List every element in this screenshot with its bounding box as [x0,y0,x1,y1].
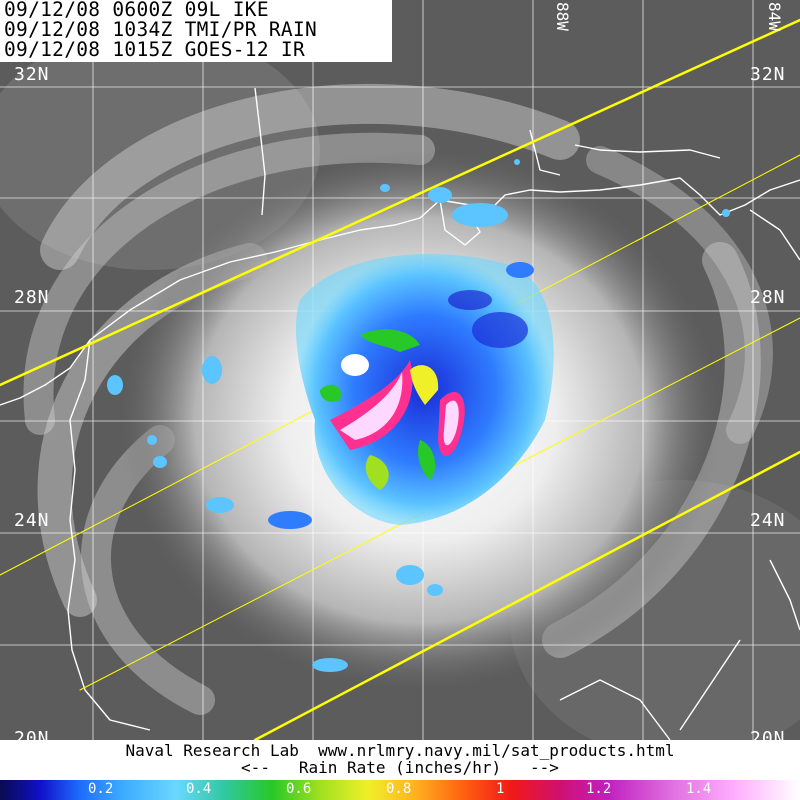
lat-label-24n-right: 24N [750,510,786,531]
rain-rate-field [107,159,730,672]
header-panel: 09/12/08 0600Z 09L IKE 09/12/08 1034Z TM… [0,0,392,62]
colorbar-tick-1-2: 1.2 [586,781,612,797]
header-ir-line: 09/12/08 1015Z GOES-12 IR [4,38,305,61]
lat-label-28n-left: 28N [14,287,50,308]
lat-label-28n-right: 28N [750,287,786,308]
header-storm-line: 09/12/08 0600Z 09L IKE [4,0,269,21]
rain-rate-colorbar [0,780,800,800]
lat-label-32n-right: 32N [750,64,786,85]
colorbar-tick-0-8: 0.8 [386,781,412,797]
colorbar-tick-0-4: 0.4 [186,781,212,797]
lon-label-88w: 88W [553,2,572,31]
footer-panel: Naval Research Lab www.nrlmry.navy.mil/s… [0,740,800,780]
colorbar-tick-0-6: 0.6 [286,781,312,797]
colorbar-tick-1: 1 [496,781,505,797]
lat-label-24n-left: 24N [14,510,50,531]
lon-label-84w: 84W [765,2,784,31]
colorbar-tick-0-2: 0.2 [88,781,114,797]
footer-credit: Naval Research Lab www.nrlmry.navy.mil/s… [125,741,675,760]
lat-label-32n-left: 32N [14,64,50,85]
colorbar-tick-1-4: 1.4 [686,781,712,797]
header-rain-line: 09/12/08 1034Z TMI/PR RAIN [4,18,318,41]
footer-scale-title: <-- Rain Rate (inches/hr) --> [241,758,559,777]
